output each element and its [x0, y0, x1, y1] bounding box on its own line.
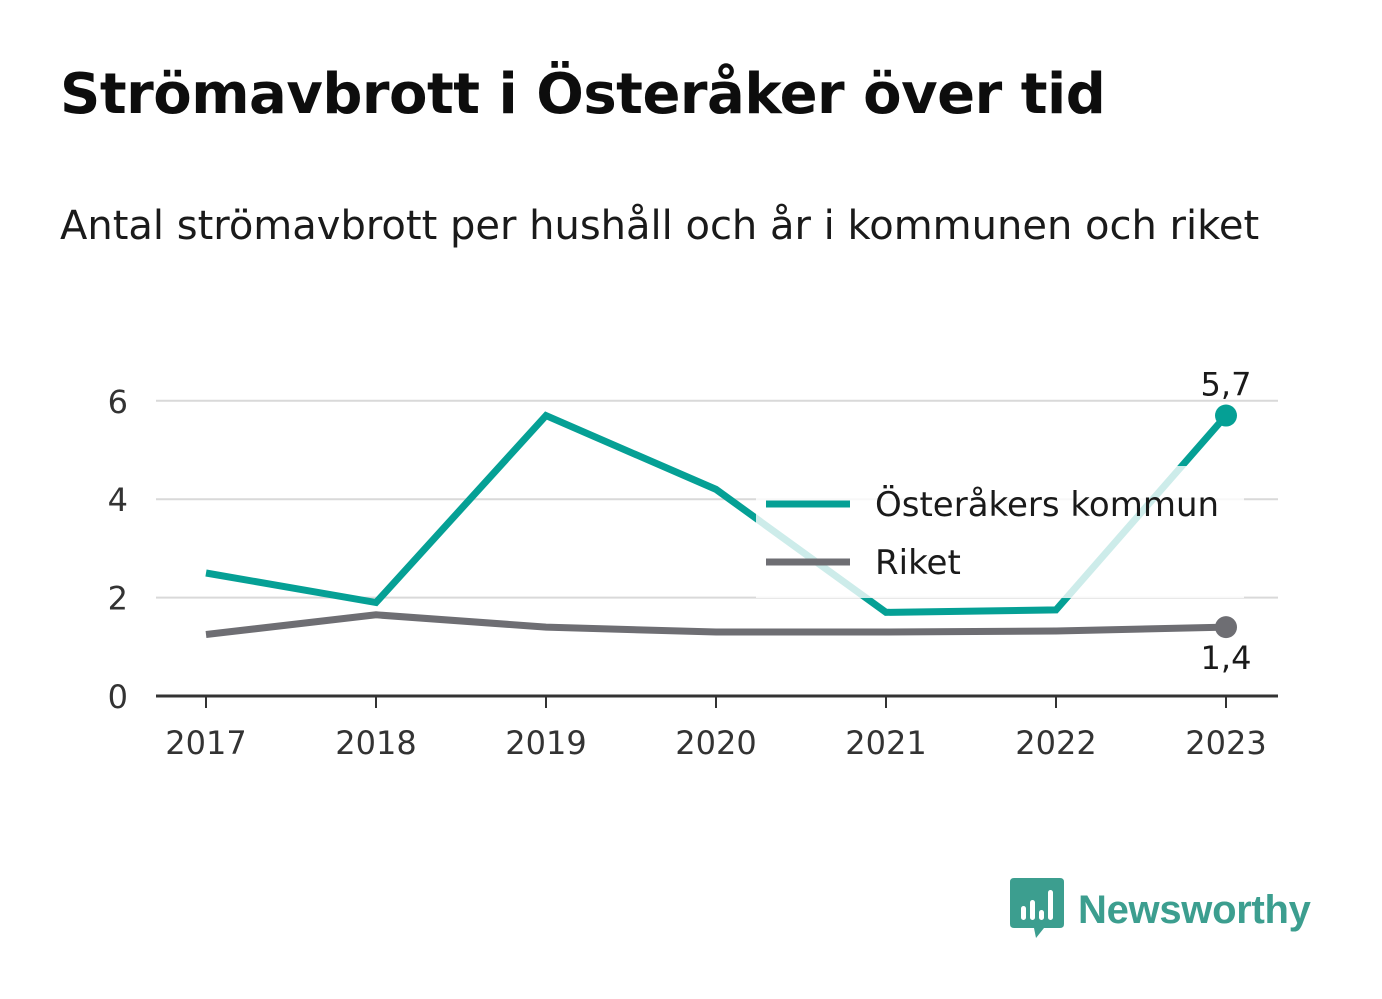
newsworthy-logo: Newsworthy: [1010, 878, 1311, 942]
y-tick-label: 4: [108, 481, 128, 519]
y-tick-label: 0: [108, 678, 128, 716]
series-line-kommun: [205, 411, 1229, 616]
y-tick-label: 2: [108, 580, 128, 618]
chart-subtitle: Antal strömavbrott per hushåll och år i …: [60, 203, 1260, 249]
x-tick-label: 2018: [335, 724, 416, 762]
x-tick-label: 2021: [845, 724, 926, 762]
legend-label: Österåkers kommun: [875, 484, 1219, 525]
series-line-riket: [205, 611, 1227, 638]
x-tick-label: 2022: [1015, 724, 1096, 762]
series-end-marker: [1215, 616, 1237, 639]
series-end-marker: [1215, 404, 1237, 427]
chart-title: Strömavbrott i Österåker över tid: [60, 62, 1106, 127]
legend-background: [756, 466, 1244, 598]
x-tick-label: 2019: [505, 724, 586, 762]
legend-label: Riket: [875, 543, 961, 583]
x-tick-label: 2023: [1185, 724, 1266, 762]
series-end-label: 5,7: [1201, 366, 1252, 404]
x-tick-label: 2020: [675, 724, 756, 762]
newsworthy-bar-chart-icon: [1010, 878, 1064, 938]
y-tick-label: 6: [108, 383, 128, 421]
series-end-label: 1,4: [1201, 639, 1252, 677]
brand-name: Newsworthy: [1078, 887, 1311, 932]
x-tick-label: 2017: [165, 724, 246, 762]
